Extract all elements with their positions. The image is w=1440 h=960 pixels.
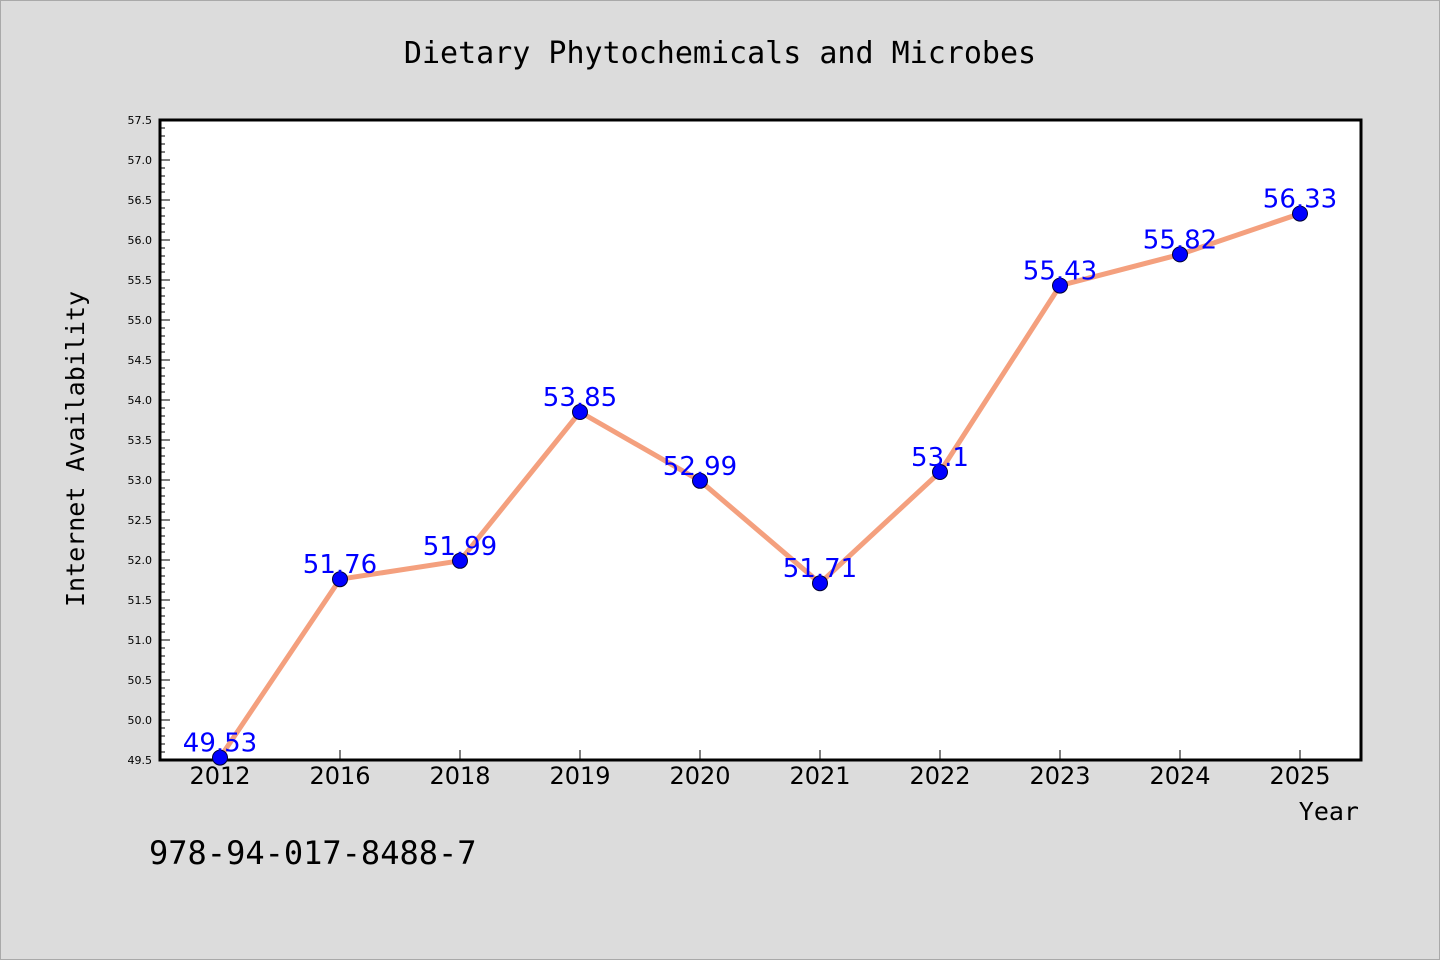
data-label: 53.85 (543, 383, 617, 413)
x-tick-label: 2019 (549, 762, 610, 790)
y-tick-label: 52.5 (128, 514, 153, 527)
data-point (812, 575, 828, 592)
x-axis-label: Year (1299, 797, 1359, 826)
y-tick-label: 56.0 (128, 234, 153, 247)
data-label: 49.53 (183, 729, 257, 759)
data-point (332, 571, 348, 588)
y-tick-label: 54.5 (128, 354, 153, 367)
y-tick-label: 57.5 (128, 114, 153, 127)
y-tick-label: 54.0 (128, 394, 153, 407)
data-point (1292, 205, 1308, 222)
data-point (452, 552, 468, 569)
data-point (932, 464, 948, 480)
data-point (692, 472, 708, 489)
y-tick-label: 53.0 (128, 474, 153, 487)
data-label: 51.71 (783, 554, 857, 584)
x-tick-label: 2016 (309, 762, 370, 790)
data-point (1172, 246, 1188, 263)
data-label: 51.99 (423, 532, 497, 562)
data-point (572, 404, 588, 420)
data-label: 55.82 (1143, 225, 1217, 255)
y-tick-label: 49.5 (128, 754, 153, 767)
chart-title: Dietary Phytochemicals and Microbes (404, 36, 1036, 71)
x-axis-ticks: 2012 2016 2018 2019 2020 2021 2022 2023 2024 2025 (189, 750, 1331, 790)
data-label: 53.1 (911, 443, 969, 473)
plot-area (158, 118, 1363, 762)
x-tick-label: 2020 (669, 762, 730, 790)
y-tick-label: 52.0 (128, 554, 153, 567)
x-tick-label: 2018 (429, 762, 490, 790)
x-tick-label: 2025 (1269, 762, 1330, 790)
data-label: 52.99 (663, 452, 737, 482)
y-tick-label: 51.5 (128, 594, 153, 607)
y-tick-label: 55.5 (128, 274, 153, 287)
y-tick-label: 57.0 (128, 154, 153, 167)
series-line (217, 211, 1303, 761)
y-tick-label: 55.0 (128, 314, 153, 327)
series-layer: 49.53 51.76 51.99 53.85 52.99 51.71 53.1 55.43 5… (183, 185, 1337, 766)
y-tick-label: 53.5 (128, 434, 153, 447)
data-point (1052, 277, 1068, 294)
data-point (212, 749, 228, 766)
data-label: 56.33 (1263, 185, 1337, 215)
y-axis-label: Internet Availability (61, 291, 90, 607)
x-tick-label: 2023 (1029, 762, 1090, 790)
isbn-text: 978-94-017-8488-7 (149, 834, 477, 872)
y-tick-label: 56.5 (128, 194, 153, 207)
y-tick-label: 50.5 (128, 674, 153, 687)
data-label: 55.43 (1023, 257, 1097, 287)
y-tick-label: 50.0 (128, 714, 153, 727)
data-label: 51.76 (303, 550, 377, 580)
y-axis-ticks: 49.5 50.0 50.5 51.0 51.5 52.0 52.5 53.0 53.5 54.0… (128, 114, 170, 767)
y-tick-label: 51.0 (128, 634, 153, 647)
x-tick-label: 2021 (789, 762, 850, 790)
x-tick-label: 2012 (189, 762, 250, 790)
x-tick-label: 2022 (909, 762, 970, 790)
x-tick-label: 2024 (1149, 762, 1210, 790)
